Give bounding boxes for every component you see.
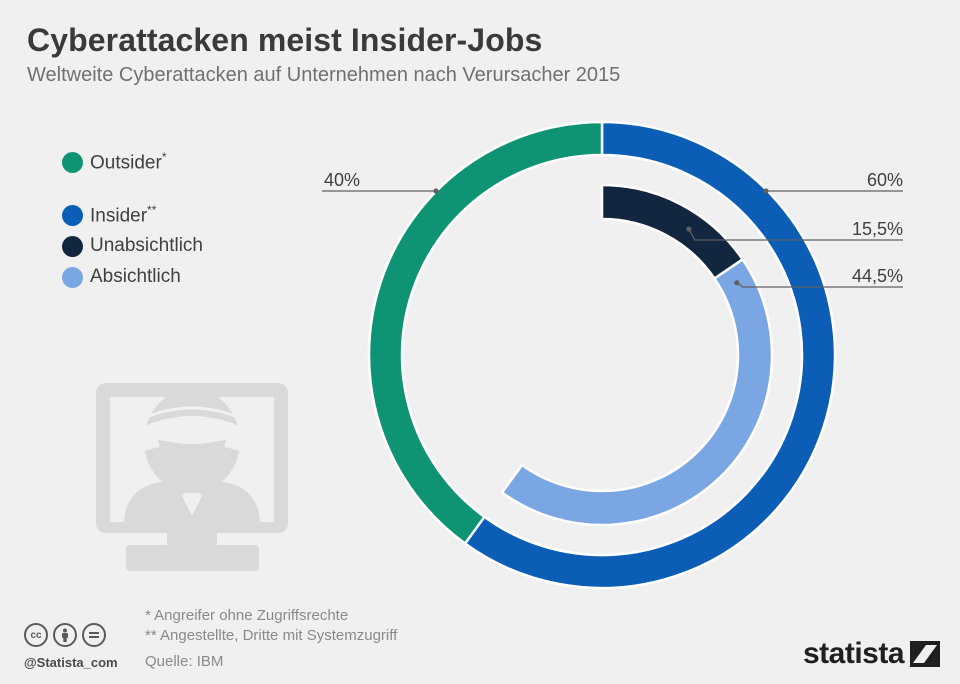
legend-label-insider: Insider** (90, 203, 157, 227)
legend-dot-insider (62, 204, 83, 226)
value-label-insider: 60% (867, 170, 903, 190)
ring-segment-absichtlich (500, 257, 774, 527)
leader-dot-absichtlich (734, 280, 740, 286)
value-label-outsider: 40% (324, 170, 360, 190)
nd-icon (82, 623, 106, 647)
footnote-insider: ** Angestellte, Dritte mit Systemzugriff (145, 627, 398, 644)
hacker-illustration (96, 383, 288, 571)
ring-segment-outsider (367, 120, 604, 546)
cc-icon: cc (24, 623, 48, 647)
legend-item-outsider: Outsider* (62, 150, 166, 174)
ring-segment-insider (463, 120, 837, 590)
statista-logo: statista (803, 637, 941, 671)
legend-item-unabsichtlich: Unabsichtlich (62, 235, 203, 257)
chart-subtitle: Weltweite Cyberattacken auf Unternehmen … (27, 64, 621, 86)
leader-dot-outsider (433, 188, 439, 194)
source-note: Quelle: IBM (145, 653, 224, 670)
ring-segment-unabsichtlich (600, 183, 745, 281)
legend-item-absichtlich: Absichtlich (62, 266, 181, 288)
leader-dot-insider (763, 188, 769, 194)
donut-rings (367, 120, 837, 590)
value-labels: 40% 60% 15,5% 44,5% (324, 170, 903, 286)
value-label-unabsichtlich: 15,5% (852, 219, 903, 239)
legend-dot-unabsichtlich (62, 235, 83, 257)
leader-line-unabsichtlich (688, 228, 903, 241)
legend-dot-outsider (62, 151, 83, 173)
chart-title: Cyberattacken meist Insider-Jobs (27, 22, 543, 58)
legend-label-absichtlich: Absichtlich (90, 266, 181, 287)
footnote-outsider: * Angreifer ohne Zugriffsrechte (145, 607, 349, 624)
legend-label-outsider: Outsider* (90, 150, 167, 174)
legend-dot-absichtlich (62, 266, 83, 288)
leader-dot-unabsichtlich (686, 226, 692, 232)
label-leaders (322, 188, 903, 288)
by-icon (53, 623, 77, 647)
statista-handle: @Statista_com (24, 655, 118, 670)
legend-item-insider: Insider** (62, 203, 156, 227)
statista-wordmark: statista (803, 637, 905, 670)
legend-label-unabsichtlich: Unabsichtlich (90, 235, 203, 256)
statista-mark-icon (910, 641, 941, 667)
value-label-absichtlich: 44,5% (852, 266, 903, 286)
license-icons: cc (24, 623, 106, 647)
